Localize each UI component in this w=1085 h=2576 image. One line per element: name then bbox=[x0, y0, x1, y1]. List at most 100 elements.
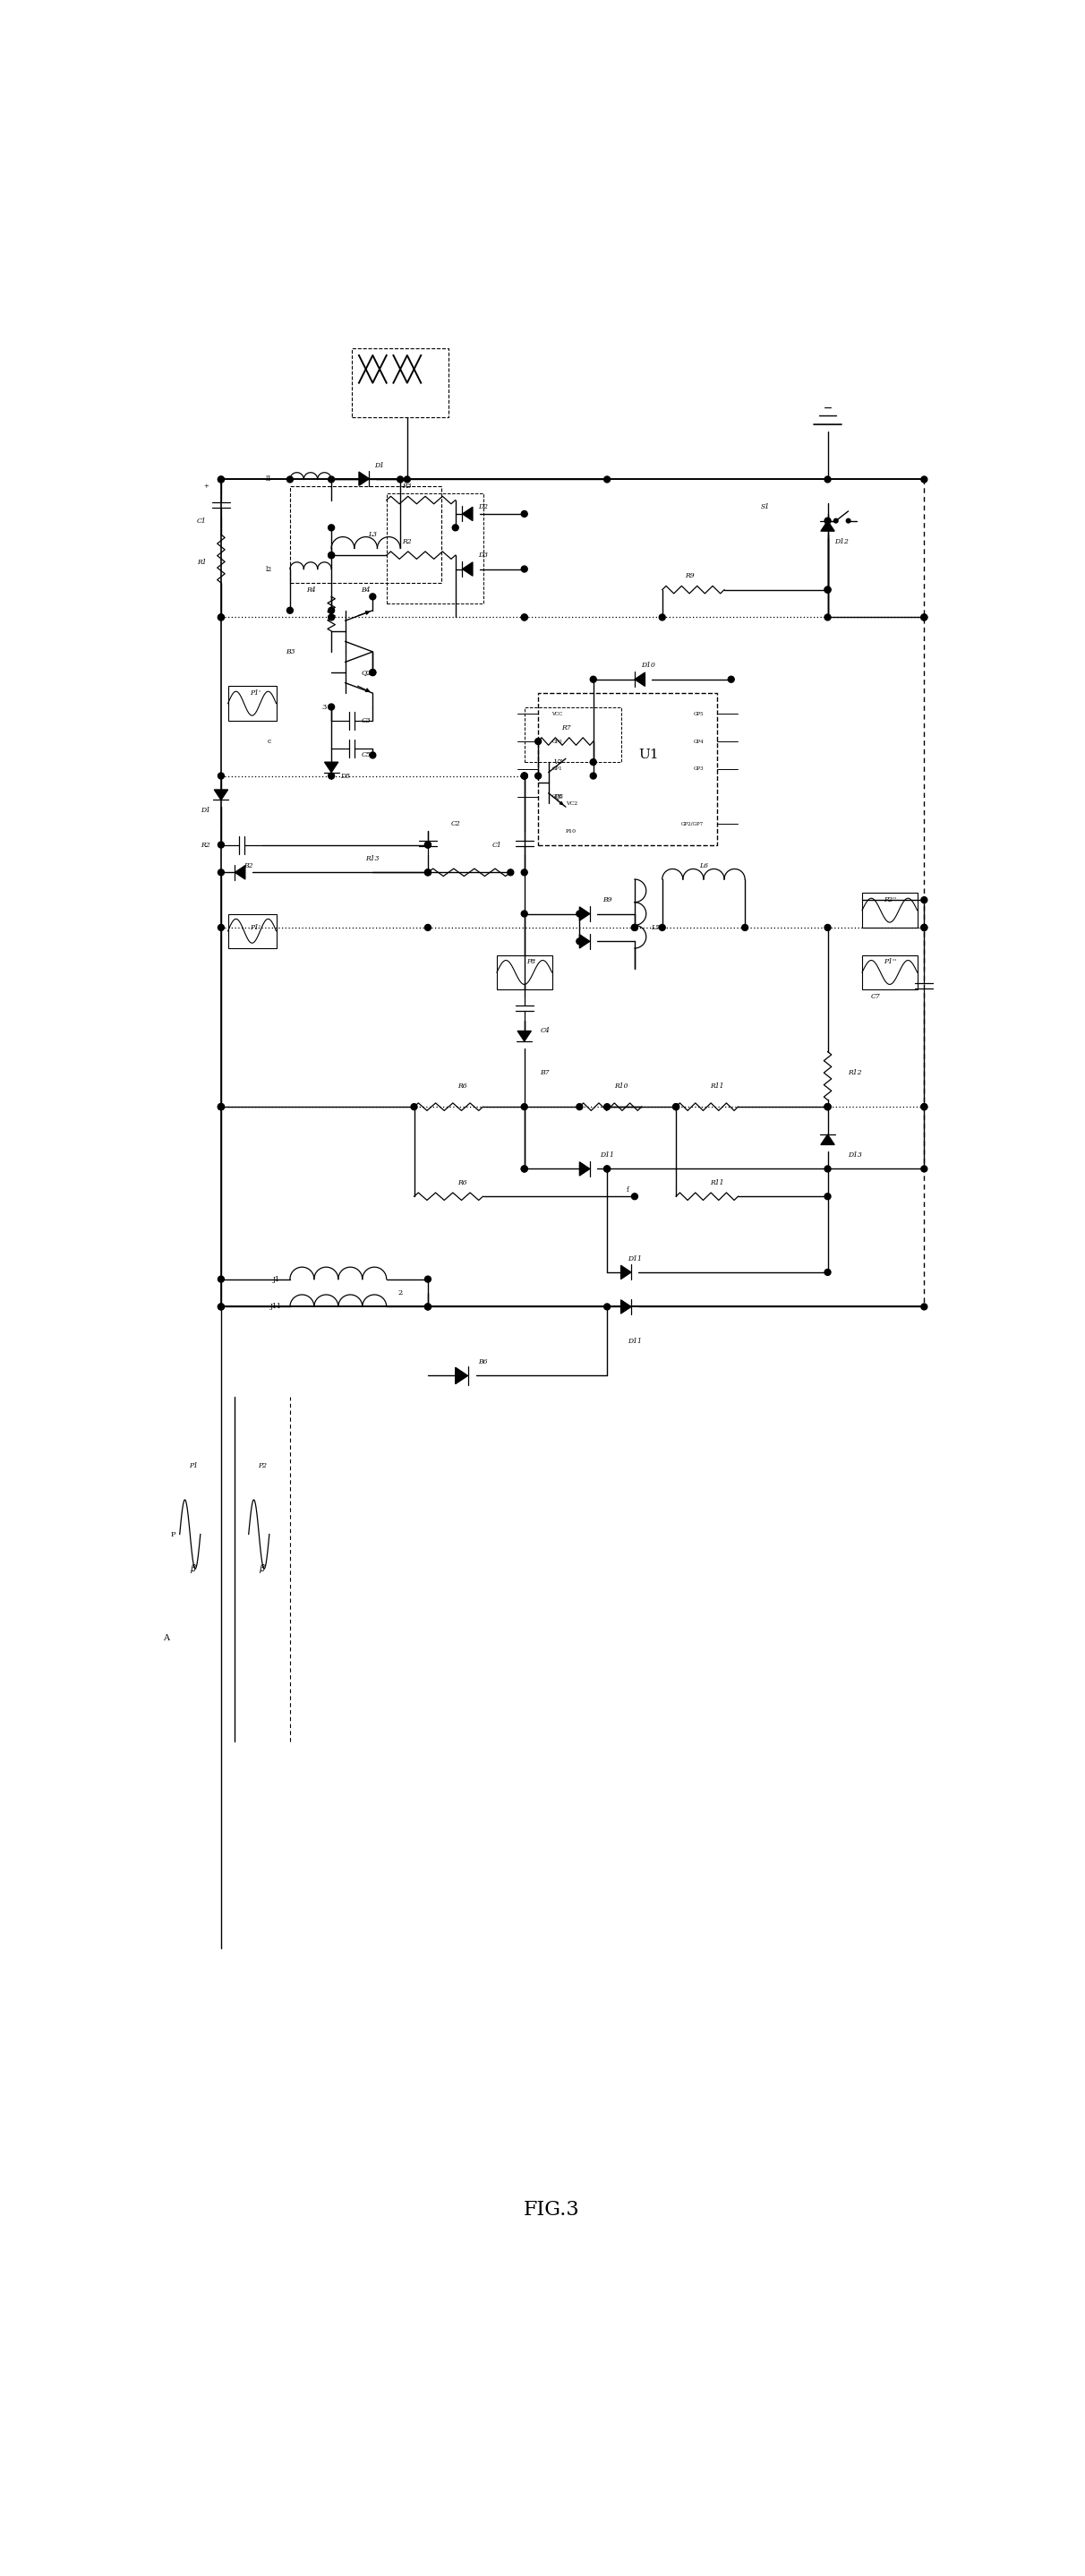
Circle shape bbox=[521, 1167, 527, 1172]
Circle shape bbox=[631, 1193, 638, 1200]
Circle shape bbox=[424, 842, 431, 848]
Text: L6: L6 bbox=[699, 863, 709, 868]
Circle shape bbox=[218, 613, 225, 621]
Circle shape bbox=[728, 677, 735, 683]
Circle shape bbox=[329, 703, 334, 711]
Text: D1: D1 bbox=[374, 461, 384, 469]
Circle shape bbox=[631, 925, 638, 930]
Polygon shape bbox=[518, 1030, 532, 1041]
Circle shape bbox=[521, 868, 527, 876]
Circle shape bbox=[218, 1275, 225, 1283]
Circle shape bbox=[576, 912, 583, 917]
Text: V3: V3 bbox=[554, 757, 563, 765]
Circle shape bbox=[825, 1193, 831, 1200]
Text: P1'': P1'' bbox=[883, 958, 896, 966]
Circle shape bbox=[521, 912, 527, 917]
Bar bbox=[538, 693, 717, 845]
Circle shape bbox=[521, 613, 527, 621]
Circle shape bbox=[825, 1103, 831, 1110]
Bar bbox=[228, 914, 277, 948]
Text: P1': P1' bbox=[251, 690, 261, 696]
Circle shape bbox=[521, 773, 527, 778]
Text: D3: D3 bbox=[478, 551, 488, 559]
Text: D11: D11 bbox=[627, 1255, 641, 1262]
Polygon shape bbox=[359, 471, 369, 487]
Circle shape bbox=[521, 773, 527, 778]
Text: +: + bbox=[204, 482, 209, 489]
Circle shape bbox=[286, 477, 293, 482]
Polygon shape bbox=[579, 1162, 590, 1175]
Polygon shape bbox=[462, 562, 473, 577]
Circle shape bbox=[604, 1103, 610, 1110]
Circle shape bbox=[424, 1275, 431, 1283]
Polygon shape bbox=[621, 1265, 631, 1280]
Circle shape bbox=[329, 477, 334, 482]
Circle shape bbox=[218, 868, 225, 876]
Circle shape bbox=[673, 1103, 679, 1110]
Text: D2: D2 bbox=[478, 502, 488, 510]
Text: L5: L5 bbox=[651, 925, 660, 930]
Circle shape bbox=[921, 1303, 928, 1309]
Text: C5: C5 bbox=[361, 752, 371, 760]
Circle shape bbox=[452, 526, 459, 531]
Circle shape bbox=[218, 1103, 225, 1110]
Text: D11: D11 bbox=[600, 1151, 614, 1159]
Circle shape bbox=[404, 477, 410, 482]
Circle shape bbox=[590, 760, 597, 765]
Circle shape bbox=[329, 526, 334, 531]
Circle shape bbox=[329, 551, 334, 559]
Text: D11: D11 bbox=[627, 1337, 641, 1345]
Circle shape bbox=[424, 925, 431, 930]
Text: $\beta$: $\beta$ bbox=[259, 1564, 266, 1574]
Polygon shape bbox=[214, 791, 228, 801]
Text: A: A bbox=[163, 1633, 169, 1641]
Circle shape bbox=[370, 752, 375, 757]
Circle shape bbox=[921, 896, 928, 904]
Text: D5: D5 bbox=[341, 773, 350, 781]
Circle shape bbox=[825, 1167, 831, 1172]
Text: C4: C4 bbox=[540, 1028, 550, 1036]
Circle shape bbox=[218, 1103, 225, 1110]
Text: GP3: GP3 bbox=[693, 768, 703, 770]
Text: R10: R10 bbox=[614, 1082, 628, 1090]
Circle shape bbox=[921, 613, 928, 621]
Circle shape bbox=[424, 868, 431, 876]
Bar bbox=[524, 706, 621, 762]
Text: B3: B3 bbox=[285, 649, 295, 654]
Circle shape bbox=[825, 587, 831, 592]
Text: B9: B9 bbox=[602, 896, 612, 904]
Text: R3: R3 bbox=[403, 482, 412, 489]
Circle shape bbox=[921, 613, 928, 621]
Circle shape bbox=[825, 518, 831, 523]
Circle shape bbox=[604, 1167, 610, 1172]
Circle shape bbox=[590, 773, 597, 778]
Text: R11: R11 bbox=[711, 1082, 725, 1090]
Text: GP0: GP0 bbox=[552, 739, 562, 744]
Circle shape bbox=[521, 567, 527, 572]
Text: P1: P1 bbox=[189, 1461, 197, 1468]
Polygon shape bbox=[324, 762, 339, 773]
Text: J11: J11 bbox=[270, 1303, 282, 1311]
Text: R2: R2 bbox=[403, 538, 412, 546]
Polygon shape bbox=[234, 866, 245, 878]
Text: GP2: GP2 bbox=[552, 793, 562, 799]
Text: $\beta$: $\beta$ bbox=[190, 1564, 197, 1574]
Circle shape bbox=[521, 1167, 527, 1172]
Text: C1: C1 bbox=[197, 518, 206, 526]
Text: 3: 3 bbox=[322, 703, 327, 711]
Circle shape bbox=[521, 613, 527, 621]
Text: C1: C1 bbox=[492, 842, 501, 848]
Text: R7: R7 bbox=[561, 724, 571, 732]
Circle shape bbox=[576, 1103, 583, 1110]
Circle shape bbox=[631, 925, 638, 930]
Polygon shape bbox=[635, 672, 644, 685]
Text: R13: R13 bbox=[366, 855, 380, 863]
Bar bbox=[290, 487, 442, 582]
Text: P: P bbox=[170, 1530, 176, 1538]
Circle shape bbox=[218, 477, 225, 482]
Text: GP5: GP5 bbox=[693, 711, 703, 716]
Circle shape bbox=[921, 477, 928, 482]
Text: D12: D12 bbox=[834, 538, 848, 546]
Text: VCC: VCC bbox=[552, 711, 563, 716]
Text: Q2: Q2 bbox=[361, 670, 371, 675]
